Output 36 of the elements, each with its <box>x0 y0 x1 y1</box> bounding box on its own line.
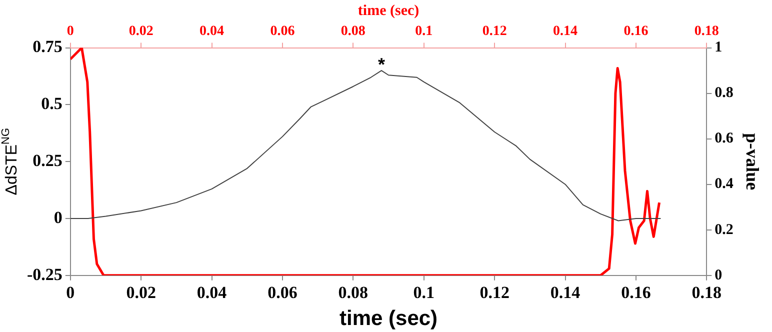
annotation: * <box>378 54 385 75</box>
y-tick-label: 0 <box>54 208 62 227</box>
y2-axis-title: p-value <box>742 133 763 190</box>
x2-tick-label: 0.04 <box>200 24 224 40</box>
x-tick-label: 0.02 <box>126 282 156 302</box>
x2-tick-label: 0.18 <box>694 24 719 40</box>
y2-tick-label: 0 <box>714 267 722 284</box>
y2-tick-label: 0.6 <box>714 130 734 147</box>
x2-tick-label: 0.12 <box>482 24 507 40</box>
x2-tick-label: 0 <box>66 24 74 40</box>
x-tick-label: 0.04 <box>196 282 228 302</box>
x-tick-label: 0.12 <box>480 282 510 302</box>
x2-tick-label: 0.06 <box>270 24 295 40</box>
x2-tick-label: 0.1 <box>415 24 433 40</box>
y2-tick-label: 1 <box>714 40 722 56</box>
y2-tick-label: 0.8 <box>714 85 734 102</box>
x2-tick-label: 0.16 <box>624 24 648 40</box>
y-tick-label: -0.25 <box>26 264 62 284</box>
y-tick-label: 0.25 <box>32 150 62 170</box>
x-tick-label: 0 <box>66 282 75 302</box>
x-tick-label: 0.06 <box>268 282 298 302</box>
y-tick-label: 0.75 <box>32 37 62 56</box>
x-tick-label: 0.16 <box>621 282 651 302</box>
x2-tick-label: 0.08 <box>340 24 366 40</box>
x-axis-title: time (sec) <box>340 307 438 330</box>
y2-tick-label: 0.2 <box>714 222 734 238</box>
x-tick-label: 0.1 <box>413 282 434 302</box>
y2-tick-label: 0.4 <box>714 176 734 192</box>
x2-tick-label: 0.02 <box>128 24 154 40</box>
y-tick-label: 0.5 <box>41 94 62 114</box>
x-tick-label: 0.08 <box>338 282 368 302</box>
y-axis-title: ΔdSTENG <box>0 128 20 196</box>
x-tick-label: 0.14 <box>550 282 581 302</box>
x2-axis-title: time (sec) <box>358 2 420 19</box>
x-tick-label: 0.18 <box>692 282 722 302</box>
x2-tick-label: 0.14 <box>553 24 578 40</box>
